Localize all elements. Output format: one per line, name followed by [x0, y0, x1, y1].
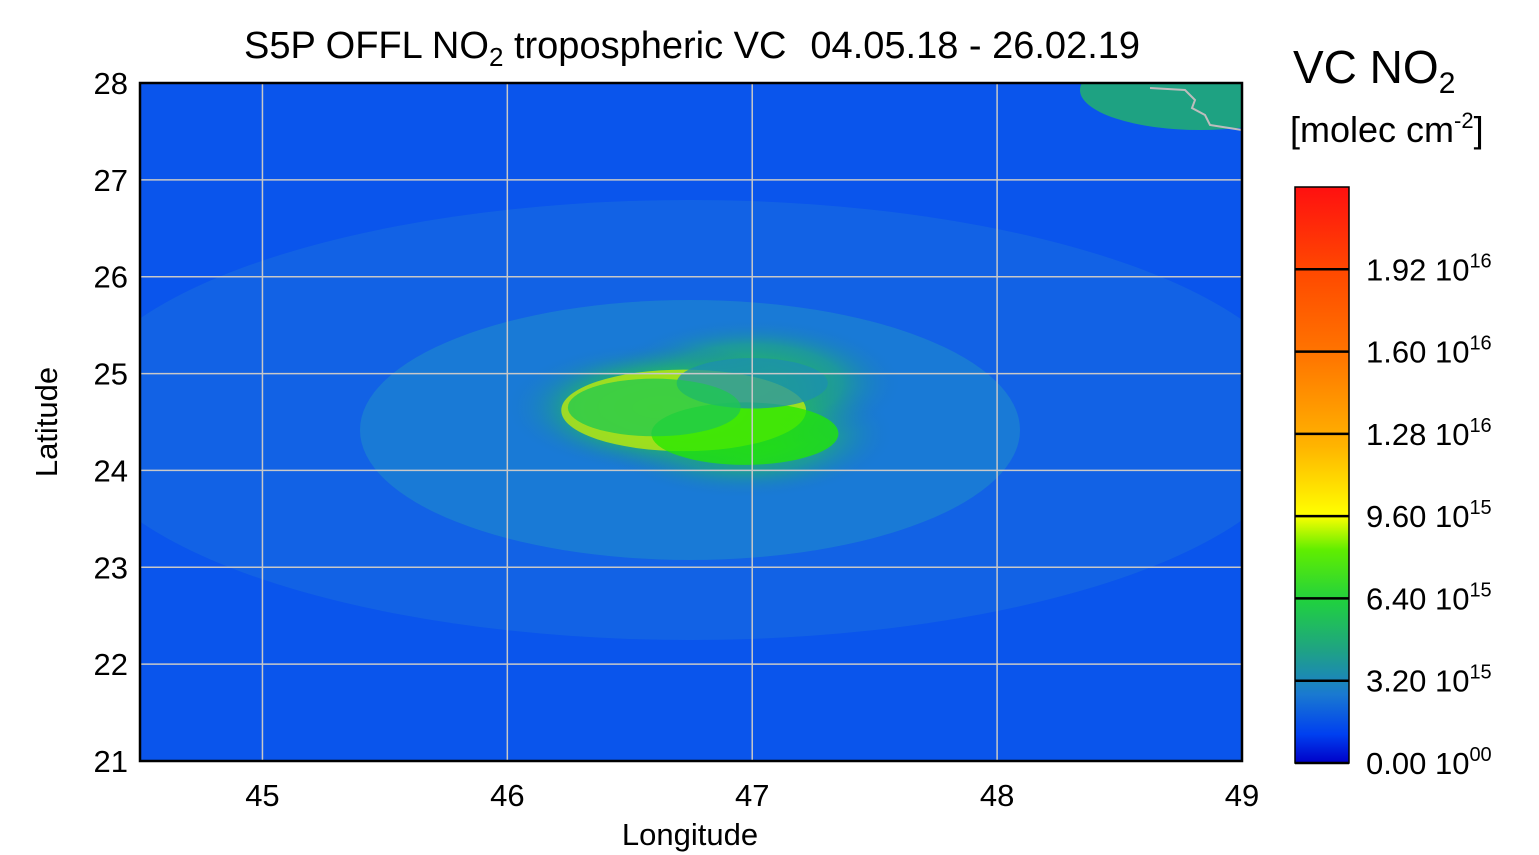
y-tick-label: 25 — [94, 357, 128, 392]
y-tick-label: 23 — [94, 550, 128, 585]
x-tick-label: 46 — [490, 778, 524, 813]
map-plot-area — [140, 83, 1242, 761]
coastal-enhancement — [1080, 83, 1242, 130]
colorbar-tick-label: 0.00 1000 — [1366, 744, 1492, 781]
x-axis-label: Longitude — [622, 817, 758, 852]
colorbar-tick-label: 1.92 1016 — [1366, 250, 1492, 287]
y-tick-label: 24 — [94, 453, 128, 488]
chart-title: S5P OFFL NO2 tropospheric VC 04.05.18 - 2… — [244, 25, 1140, 72]
colorbar-tick-label: 1.60 1016 — [1366, 333, 1492, 370]
y-tick-label: 26 — [94, 260, 128, 295]
x-tick-label: 45 — [245, 778, 279, 813]
colorbar — [1294, 186, 1350, 764]
colorbar-tick-label: 1.28 1016 — [1366, 415, 1492, 452]
y-tick-label: 21 — [94, 744, 128, 779]
colorbar-tick-label: 6.40 1015 — [1366, 579, 1492, 616]
x-tick-label: 49 — [1225, 778, 1259, 813]
y-axis-label: Latitude — [29, 367, 64, 477]
x-tick-label: 48 — [980, 778, 1014, 813]
plot-frame — [138, 81, 1244, 763]
colorbar-title: VC NO2 — [1293, 41, 1455, 100]
y-tick-label: 27 — [94, 163, 128, 198]
coastline — [1149, 87, 1242, 131]
y-tick-label: 28 — [94, 66, 128, 101]
x-tick-label: 47 — [735, 778, 769, 813]
colorbar-unit: [molec cm-2] — [1290, 108, 1484, 150]
colorbar-tick-label: 9.60 1015 — [1366, 497, 1492, 534]
colorbar-tick-label: 3.20 1015 — [1366, 662, 1492, 699]
hotspot-core — [567, 378, 741, 437]
y-tick-label: 22 — [94, 647, 128, 682]
